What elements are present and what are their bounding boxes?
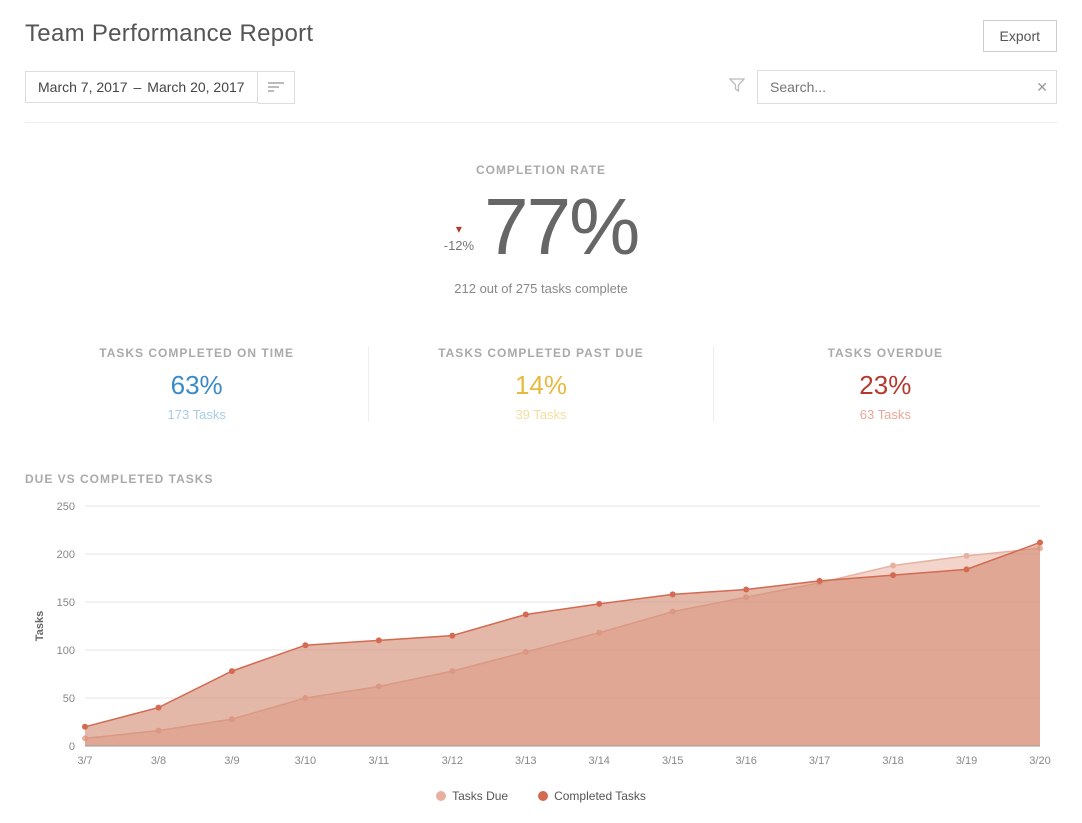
svg-text:3/18: 3/18 [882, 755, 903, 767]
chart: 0 50 100 150 200 250 Tasks 3/7 3/8 3/9 3/10 3/11 3/1… [25, 496, 1057, 781]
chart-legend: Tasks Due Completed Tasks [25, 789, 1057, 803]
legend-item: Tasks Due [436, 789, 508, 803]
svg-text:200: 200 [57, 549, 75, 561]
stat-col: TASKS COMPLETED PAST DUE 14% 39 Tasks [368, 346, 712, 422]
right-controls: ✕ [729, 70, 1057, 104]
stat-percent: 23% [734, 370, 1037, 401]
page-title: Team Performance Report [25, 20, 313, 48]
completion-row: ▾ -12% 77% [25, 187, 1057, 267]
search-clear-icon[interactable]: ✕ [1036, 79, 1048, 96]
caret-down-icon: ▾ [444, 222, 474, 236]
svg-text:3/20: 3/20 [1029, 755, 1050, 767]
stat-col: TASKS OVERDUE 23% 63 Tasks [713, 346, 1057, 422]
svg-text:3/7: 3/7 [77, 755, 92, 767]
svg-text:3/11: 3/11 [369, 755, 390, 767]
stat-percent: 14% [389, 370, 692, 401]
completion-label: COMPLETION RATE [25, 163, 1057, 177]
svg-text:50: 50 [63, 693, 75, 705]
svg-text:3/12: 3/12 [442, 755, 463, 767]
svg-text:0: 0 [69, 741, 75, 753]
svg-text:3/15: 3/15 [662, 755, 683, 767]
search-wrap: ✕ [757, 70, 1057, 104]
header: Team Performance Report Export [25, 20, 1057, 52]
date-to: March 20, 2017 [147, 79, 244, 95]
stat-col: TASKS COMPLETED ON TIME 63% 173 Tasks [25, 346, 368, 422]
date-range-picker[interactable]: March 7, 2017 – March 20, 2017 [25, 71, 258, 103]
svg-text:3/9: 3/9 [224, 755, 239, 767]
chart-title: DUE VS COMPLETED TASKS [25, 472, 1057, 486]
svg-text:3/14: 3/14 [589, 755, 610, 767]
legend-dot-icon [538, 791, 548, 801]
search-input[interactable] [758, 71, 1056, 103]
svg-text:3/16: 3/16 [735, 755, 756, 767]
legend-item: Completed Tasks [538, 789, 646, 803]
svg-text:3/19: 3/19 [956, 755, 977, 767]
svg-text:250: 250 [57, 501, 75, 513]
stat-percent: 63% [45, 370, 348, 401]
filter-icon[interactable] [729, 77, 745, 98]
date-separator: – [134, 79, 142, 95]
svg-text:3/10: 3/10 [295, 755, 316, 767]
delta-value: -12% [444, 238, 474, 253]
completion-delta: ▾ -12% [444, 222, 474, 253]
stat-tasks: 63 Tasks [734, 407, 1037, 422]
completion-subtext: 212 out of 275 tasks complete [25, 281, 1057, 296]
svg-text:Tasks: Tasks [34, 611, 46, 641]
legend-dot-icon [436, 791, 446, 801]
stat-tasks: 39 Tasks [389, 407, 692, 422]
divider [25, 122, 1057, 123]
legend-label: Tasks Due [452, 789, 508, 803]
sort-button[interactable] [258, 71, 295, 104]
completion-block: COMPLETION RATE ▾ -12% 77% 212 out of 27… [25, 163, 1057, 296]
svg-text:3/17: 3/17 [809, 755, 830, 767]
svg-text:3/8: 3/8 [151, 755, 166, 767]
stats-row: TASKS COMPLETED ON TIME 63% 173 Tasks TA… [25, 346, 1057, 422]
export-button[interactable]: Export [983, 20, 1057, 52]
date-from: March 7, 2017 [38, 79, 128, 95]
svg-text:150: 150 [57, 597, 75, 609]
controls-row: March 7, 2017 – March 20, 2017 ✕ [25, 70, 1057, 104]
sort-icon [268, 81, 284, 93]
svg-text:3/13: 3/13 [515, 755, 536, 767]
stat-label: TASKS COMPLETED ON TIME [45, 346, 348, 360]
left-controls: March 7, 2017 – March 20, 2017 [25, 71, 295, 104]
chart-svg: 0 50 100 150 200 250 Tasks 3/7 3/8 3/9 3/10 3/11 3/1… [25, 496, 1055, 776]
completion-percent: 77% [484, 187, 638, 267]
stat-label: TASKS OVERDUE [734, 346, 1037, 360]
stat-label: TASKS COMPLETED PAST DUE [389, 346, 692, 360]
svg-text:100: 100 [57, 645, 75, 657]
stat-tasks: 173 Tasks [45, 407, 348, 422]
legend-label: Completed Tasks [554, 789, 646, 803]
